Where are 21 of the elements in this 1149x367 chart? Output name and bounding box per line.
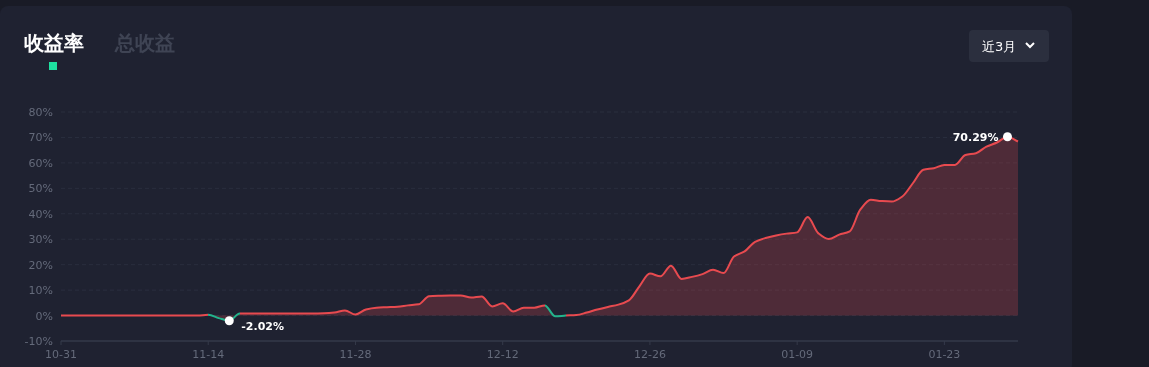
y-tick-label: 80% xyxy=(28,106,53,119)
y-tick-label: 60% xyxy=(28,156,53,170)
text: 近3月 xyxy=(982,39,1017,54)
y-tick-label: 40% xyxy=(28,207,53,221)
y-tick-label: 10% xyxy=(28,284,53,298)
x-tick-label: 10-31 xyxy=(45,348,77,361)
chart-title: 收益率 xyxy=(24,31,84,55)
x-tick-label: 12-12 xyxy=(486,348,519,361)
y-tick-label: 20% xyxy=(28,258,53,272)
x-tick-label: 11-14 xyxy=(192,348,225,361)
data-label: 70.29% xyxy=(952,130,999,144)
x-tick-label: 01-23 xyxy=(928,348,961,361)
y-tick-label: 0% xyxy=(35,309,53,323)
y-tick-label: -10% xyxy=(24,335,53,348)
y-tick-label: 30% xyxy=(28,233,53,247)
x-tick-label: 11-28 xyxy=(339,348,372,361)
y-tick-label: 70% xyxy=(28,131,53,145)
y-tick-label: 50% xyxy=(28,182,53,196)
x-tick-label: 12-26 xyxy=(633,348,666,361)
x-tick-label: 01-09 xyxy=(781,348,814,361)
data-label: -2.02% xyxy=(241,319,284,333)
